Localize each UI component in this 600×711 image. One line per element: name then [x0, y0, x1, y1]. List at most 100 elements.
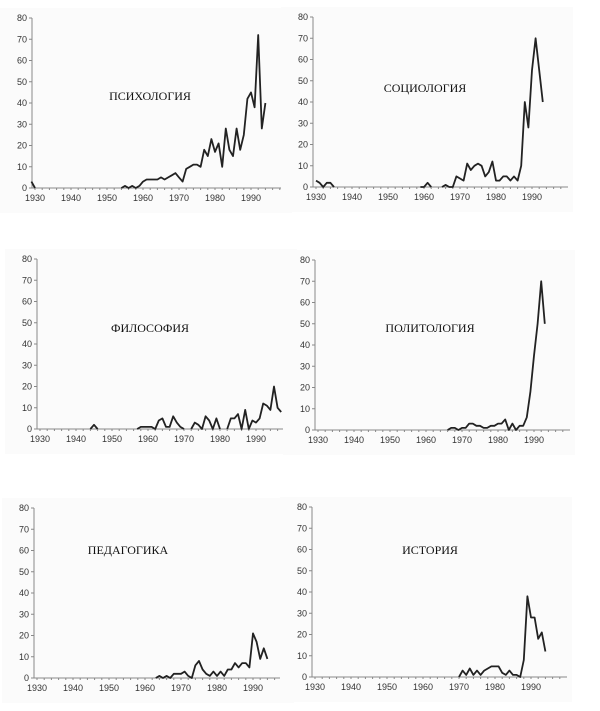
chart-svg: 0 10 20 30 40 50 60 70 80 1930 1940 1950 1960 1970 198… — [22, 254, 292, 444]
y-tick-label: 40 — [17, 98, 27, 108]
x-tick-label: 1950 — [102, 434, 122, 444]
x-tick-label: 1950 — [380, 435, 400, 445]
y-tick-label: 0 — [302, 672, 307, 682]
chart-svg: 0 10 20 30 40 50 60 70 80 1930 1940 1950 1960 1970 198… — [19, 503, 289, 693]
x-tick-label: 1980 — [485, 682, 505, 692]
y-tick-label: 80 — [297, 502, 307, 512]
x-tick-label: 1930 — [305, 682, 325, 692]
x-tick-label: 1980 — [488, 435, 508, 445]
chart-title: ПЕДАГОГИКА — [87, 543, 169, 557]
y-tick-label: 60 — [19, 546, 29, 556]
x-tick-label: 1990 — [522, 192, 542, 202]
chart-psychology: 0 10 20 30 40 50 60 70 80 1930 1940 1950 1960 1970 198… — [0, 8, 292, 213]
y-tick-label: 70 — [19, 524, 29, 534]
x-tick-label: 1950 — [378, 192, 398, 202]
y-tick-label: 0 — [24, 673, 29, 683]
y-tick-label: 80 — [300, 255, 310, 265]
x-tick-label: 1970 — [450, 192, 470, 202]
chart-philosophy: 0 10 20 30 40 50 60 70 80 1930 1940 1950 1960 1970 198… — [5, 249, 297, 454]
series-line — [190, 415, 221, 430]
y-tick-label: 50 — [300, 319, 310, 329]
y-tick-label: 10 — [298, 161, 308, 171]
y-tick-label: 60 — [297, 545, 307, 555]
x-tick-label: 1970 — [171, 683, 191, 693]
x-tick-label: 1940 — [344, 435, 364, 445]
chart-svg: 0 10 20 30 40 50 60 70 80 1930 1940 1950 1960 1970 198… — [300, 255, 570, 445]
x-tick-label: 1990 — [241, 193, 261, 203]
x-tick-label: 1930 — [27, 683, 47, 693]
chart-politology: 0 10 20 30 40 50 60 70 80 1930 1940 1950 1960 1970 198… — [283, 250, 575, 455]
x-tick-label: 1980 — [207, 683, 227, 693]
y-tick-label: 30 — [297, 608, 307, 618]
chart-svg: 0 10 20 30 40 50 60 70 80 1930 1940 1950 1960 1970 198… — [297, 502, 567, 692]
y-tick-label: 60 — [298, 55, 308, 65]
x-tick-label: 1940 — [342, 192, 362, 202]
y-tick-label: 10 — [297, 651, 307, 661]
x-tick-label: 1960 — [133, 193, 153, 203]
y-tick-label: 50 — [297, 566, 307, 576]
y-tick-label: 40 — [19, 588, 29, 598]
y-tick-label: 50 — [22, 318, 32, 328]
y-tick-label: 20 — [298, 140, 308, 150]
x-tick-label: 1990 — [243, 683, 263, 693]
y-tick-label: 40 — [297, 587, 307, 597]
y-tick-label: 20 — [19, 631, 29, 641]
x-tick-label: 1960 — [135, 683, 155, 693]
y-tick-label: 50 — [17, 77, 27, 87]
x-tick-label: 1930 — [30, 434, 50, 444]
x-tick-label: 1980 — [486, 192, 506, 202]
series-line — [441, 37, 544, 188]
y-tick-label: 70 — [298, 33, 308, 43]
x-tick-label: 1940 — [341, 682, 361, 692]
y-tick-label: 60 — [22, 297, 32, 307]
y-tick-label: 20 — [300, 383, 310, 393]
y-tick-label: 0 — [305, 425, 310, 435]
x-tick-label: 1980 — [205, 193, 225, 203]
series-line — [420, 181, 432, 188]
y-tick-label: 0 — [303, 182, 308, 192]
y-tick-label: 40 — [22, 339, 32, 349]
x-tick-label: 1990 — [246, 434, 266, 444]
y-tick-label: 10 — [300, 404, 310, 414]
y-tick-label: 30 — [298, 118, 308, 128]
y-tick-label: 20 — [297, 630, 307, 640]
x-tick-label: 1990 — [521, 682, 541, 692]
y-tick-label: 80 — [298, 12, 308, 22]
x-tick-label: 1940 — [63, 683, 83, 693]
chart-title: ПОЛИТОЛОГИЯ — [385, 321, 475, 335]
series-line — [30, 181, 36, 189]
x-tick-label: 1970 — [452, 435, 472, 445]
y-tick-label: 50 — [19, 567, 29, 577]
x-tick-label: 1960 — [413, 682, 433, 692]
x-tick-label: 1940 — [66, 434, 86, 444]
y-tick-label: 80 — [17, 13, 27, 23]
y-tick-label: 0 — [22, 183, 27, 193]
y-tick-label: 10 — [19, 652, 29, 662]
x-tick-label: 1970 — [449, 682, 469, 692]
y-tick-label: 30 — [22, 360, 32, 370]
chart-title: ПСИХОЛОГИЯ — [109, 89, 191, 103]
x-tick-label: 1990 — [524, 435, 544, 445]
y-tick-label: 80 — [22, 254, 32, 264]
x-tick-label: 1950 — [99, 683, 119, 693]
chart-history: 0 10 20 30 40 50 60 70 80 1930 1940 1950 1960 1970 198… — [280, 497, 572, 702]
x-tick-label: 1960 — [414, 192, 434, 202]
chart-svg: 0 10 20 30 40 50 60 70 80 1930 1940 1950 1960 1970 198… — [298, 12, 568, 202]
y-tick-label: 50 — [298, 76, 308, 86]
series-line — [226, 385, 282, 430]
y-tick-label: 60 — [17, 56, 27, 66]
y-tick-label: 20 — [22, 382, 32, 392]
y-tick-label: 30 — [17, 119, 27, 129]
y-tick-label: 70 — [22, 275, 32, 285]
x-tick-label: 1960 — [138, 434, 158, 444]
x-tick-label: 1940 — [61, 193, 81, 203]
x-tick-label: 1980 — [210, 434, 230, 444]
chart-sociology: 0 10 20 30 40 50 60 70 80 1930 1940 1950 1960 1970 198… — [281, 7, 573, 212]
y-tick-label: 40 — [298, 97, 308, 107]
series-line — [89, 423, 99, 430]
chart-title: СОЦИОЛОГИЯ — [383, 81, 467, 95]
series-line — [447, 280, 546, 431]
x-tick-label: 1970 — [169, 193, 189, 203]
series-line — [136, 415, 185, 430]
chart-pedagogy: 0 10 20 30 40 50 60 70 80 1930 1940 1950 1960 1970 198… — [2, 498, 294, 703]
